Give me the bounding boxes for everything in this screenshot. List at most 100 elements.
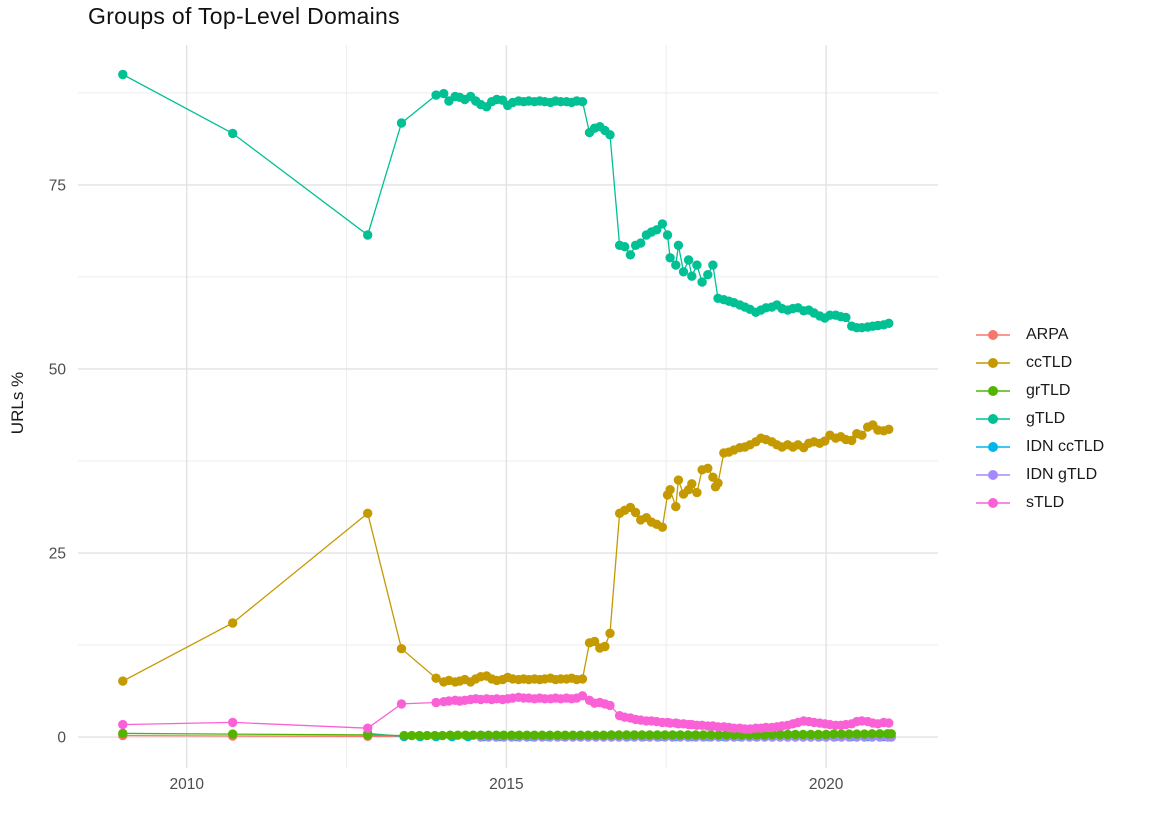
data-point bbox=[691, 730, 701, 740]
series-gtld bbox=[118, 69, 894, 333]
data-point bbox=[399, 730, 409, 741]
data-point bbox=[598, 730, 609, 740]
data-point bbox=[506, 730, 517, 740]
data-point bbox=[514, 730, 524, 740]
data-point bbox=[577, 97, 588, 107]
legend-key-icon bbox=[976, 328, 1010, 342]
data-point bbox=[118, 676, 128, 686]
data-point bbox=[453, 730, 463, 740]
data-point bbox=[687, 271, 697, 281]
data-point bbox=[675, 730, 685, 740]
data-point bbox=[605, 628, 615, 638]
data-point bbox=[829, 729, 839, 739]
y-tick-label: 25 bbox=[49, 546, 66, 563]
data-point bbox=[414, 730, 425, 741]
legend-item-stld: sTLD bbox=[976, 489, 1104, 517]
data-point bbox=[228, 128, 238, 139]
data-point bbox=[630, 507, 641, 518]
data-point bbox=[844, 729, 854, 739]
data-point bbox=[614, 730, 624, 740]
data-point bbox=[621, 730, 632, 740]
data-point bbox=[625, 250, 636, 260]
data-point bbox=[821, 729, 831, 740]
data-point bbox=[859, 729, 870, 739]
data-point bbox=[884, 318, 894, 328]
data-point bbox=[589, 636, 600, 647]
data-point bbox=[703, 270, 713, 280]
data-point bbox=[671, 260, 681, 270]
data-point bbox=[363, 230, 373, 240]
legend-key-dot bbox=[988, 386, 998, 396]
data-point bbox=[775, 729, 785, 740]
data-point bbox=[652, 225, 662, 235]
data-point bbox=[363, 730, 373, 740]
data-point bbox=[662, 230, 673, 240]
data-point bbox=[577, 691, 588, 701]
legend-item-gtld: gTLD bbox=[976, 405, 1104, 433]
grid-major bbox=[78, 45, 938, 768]
legend-key-dot bbox=[988, 330, 998, 340]
data-point bbox=[657, 522, 668, 532]
data-point bbox=[560, 730, 570, 740]
data-point bbox=[671, 501, 681, 512]
data-point bbox=[692, 487, 702, 498]
legend-key-icon bbox=[976, 440, 1010, 454]
series-cctld bbox=[118, 420, 894, 687]
data-point bbox=[714, 730, 724, 740]
legend-label: IDN gTLD bbox=[1026, 466, 1098, 483]
legend-key-icon bbox=[976, 384, 1010, 398]
data-point bbox=[431, 673, 441, 683]
data-point bbox=[577, 674, 588, 684]
data-point bbox=[721, 730, 732, 740]
data-point bbox=[836, 729, 847, 739]
data-point bbox=[629, 730, 639, 740]
data-point bbox=[468, 730, 478, 740]
data-point bbox=[522, 730, 532, 740]
legend-key-dot bbox=[988, 470, 998, 480]
data-point bbox=[703, 463, 713, 473]
legend-key-icon bbox=[976, 412, 1010, 426]
legend-key-dot bbox=[988, 358, 998, 368]
legend-item-idn-gtld: IDN gTLD bbox=[976, 461, 1104, 489]
y-tick-label: 50 bbox=[49, 361, 67, 378]
grid-minor bbox=[78, 45, 938, 768]
data-point bbox=[713, 478, 723, 488]
legend-item-arpa: ARPA bbox=[976, 321, 1104, 349]
chart-title: Groups of Top-Level Domains bbox=[88, 3, 400, 29]
y-tick-label: 0 bbox=[57, 730, 66, 747]
legend: ARPA ccTLD grTLD gTLD IDN ccTLD IDN gTLD sTLD bbox=[976, 321, 1104, 517]
y-tick-label: 75 bbox=[49, 177, 66, 194]
data-point bbox=[884, 424, 894, 434]
data-point bbox=[637, 730, 647, 740]
data-point bbox=[363, 508, 373, 518]
data-point bbox=[652, 730, 662, 740]
data-point bbox=[886, 729, 896, 739]
legend-item-cctld: ccTLD bbox=[976, 349, 1104, 377]
data-point bbox=[430, 730, 440, 741]
data-point bbox=[537, 730, 547, 740]
y-axis-tick-labels: 0 25 50 75 bbox=[49, 177, 67, 746]
legend-key-icon bbox=[976, 496, 1010, 510]
data-point bbox=[875, 729, 885, 739]
legend-key-icon bbox=[976, 468, 1010, 482]
data-point bbox=[678, 267, 689, 277]
data-point bbox=[396, 644, 407, 654]
data-point bbox=[697, 277, 707, 287]
data-point bbox=[852, 729, 862, 739]
data-point bbox=[460, 730, 471, 740]
data-point bbox=[431, 697, 441, 708]
data-point bbox=[583, 730, 593, 740]
data-point bbox=[813, 729, 824, 740]
data-point bbox=[545, 730, 555, 740]
data-point bbox=[620, 242, 630, 252]
data-point bbox=[606, 730, 616, 740]
data-point bbox=[118, 728, 128, 739]
data-point bbox=[683, 255, 694, 265]
data-point bbox=[884, 718, 894, 728]
legend-key-icon bbox=[976, 356, 1010, 370]
data-point bbox=[683, 730, 693, 740]
data-point bbox=[847, 435, 857, 446]
data-point bbox=[673, 240, 684, 250]
